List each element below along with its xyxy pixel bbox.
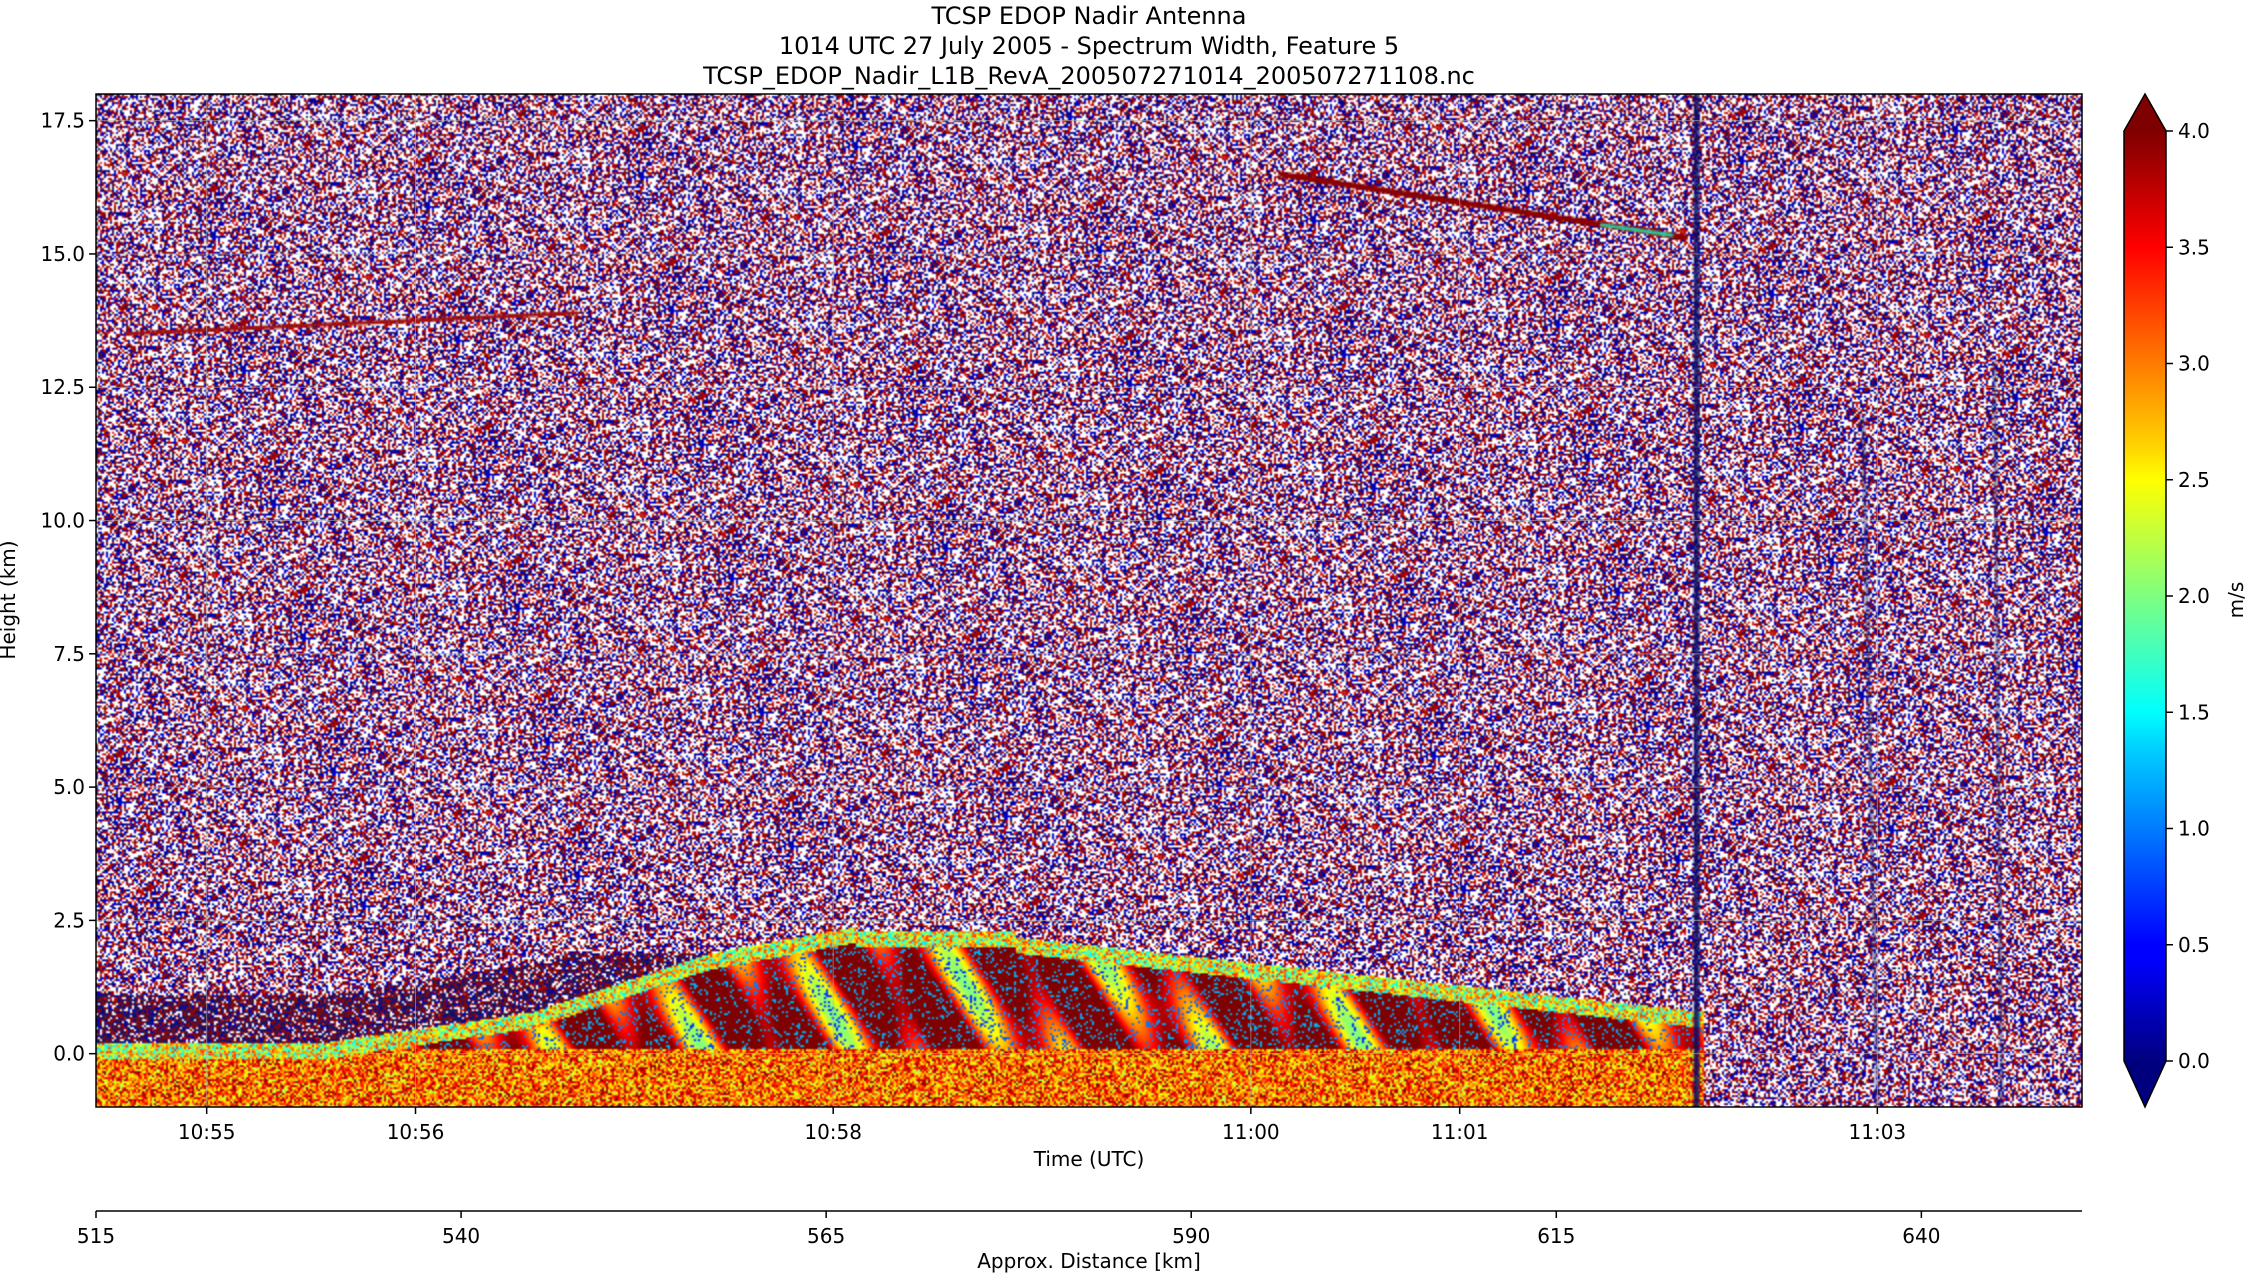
secondary-x-axis-label: Approx. Distance [km] (977, 1249, 1201, 1273)
chart-title: TCSP EDOP Nadir Antenna (931, 2, 1247, 30)
secondary-x-tick-label: 590 (1172, 1224, 1210, 1248)
colorbar-tick-label: 3.0 (2178, 352, 2210, 376)
colorbar-extend-min (2124, 1061, 2166, 1107)
colorbar-tick-label: 0.0 (2178, 1049, 2210, 1073)
secondary-x-axis: 515 540 565 590 615 640 (77, 1211, 1940, 1248)
y-tick-label: 10.0 (40, 509, 85, 533)
secondary-x-tick-label: 615 (1537, 1224, 1575, 1248)
colorbar-tick-label: 2.5 (2178, 468, 2210, 492)
x-tick-label: 10:55 (178, 1120, 236, 1144)
secondary-x-tick-label: 640 (1902, 1224, 1940, 1248)
radar-image (96, 94, 2082, 1107)
colorbar-tick-label: 3.5 (2178, 235, 2210, 259)
y-tick-label: 5.0 (53, 775, 85, 799)
colorbar: 0.0 0.5 1.0 1.5 2.0 2.5 3.0 3.5 4.0 m/s (2123, 92, 2248, 1109)
colorbar-tick-label: 1.0 (2178, 817, 2210, 841)
x-axis: 10:55 10:56 10:58 11:00 11:01 11:03 (178, 1107, 1906, 1144)
y-tick-label: 7.5 (53, 642, 85, 666)
plot-frame (95, 93, 2083, 1108)
colorbar-tick-label: 0.5 (2178, 933, 2210, 957)
colorbar-tick-label: 4.0 (2178, 119, 2210, 143)
secondary-x-tick-label: 540 (442, 1224, 480, 1248)
chart-filename: TCSP_EDOP_Nadir_L1B_RevA_200507271014_20… (703, 62, 1475, 90)
x-tick-label: 11:01 (1431, 1120, 1489, 1144)
x-tick-label: 11:03 (1849, 1120, 1907, 1144)
x-tick-label: 10:58 (804, 1120, 862, 1144)
y-tick-label: 12.5 (40, 375, 85, 399)
colorbar-gradient (2124, 131, 2166, 1061)
y-axis: 0.0 2.5 5.0 7.5 10.0 12.5 15.0 17.5 (40, 109, 96, 1066)
x-tick-label: 10:56 (387, 1120, 445, 1144)
secondary-x-tick-label: 565 (807, 1224, 845, 1248)
colorbar-ticks: 0.0 0.5 1.0 1.5 2.0 2.5 3.0 3.5 4.0 (2166, 119, 2210, 1073)
grid-lines (96, 94, 2082, 1107)
x-axis-label: Time (UTC) (1033, 1147, 1145, 1171)
colorbar-tick-label: 1.5 (2178, 700, 2210, 724)
chart-subtitle: 1014 UTC 27 July 2005 - Spectrum Width, … (778, 32, 1400, 60)
y-tick-label: 2.5 (53, 908, 85, 932)
colorbar-extend-max (2124, 94, 2166, 131)
colorbar-tick-label: 2.0 (2178, 584, 2210, 608)
x-tick-label: 11:00 (1222, 1120, 1280, 1144)
y-tick-label: 0.0 (53, 1042, 85, 1066)
y-tick-label: 17.5 (40, 109, 85, 133)
secondary-x-tick-label: 515 (77, 1224, 115, 1248)
y-tick-label: 15.0 (40, 242, 85, 266)
y-axis-label: Height (km) (0, 540, 20, 659)
colorbar-label: m/s (2224, 582, 2248, 619)
